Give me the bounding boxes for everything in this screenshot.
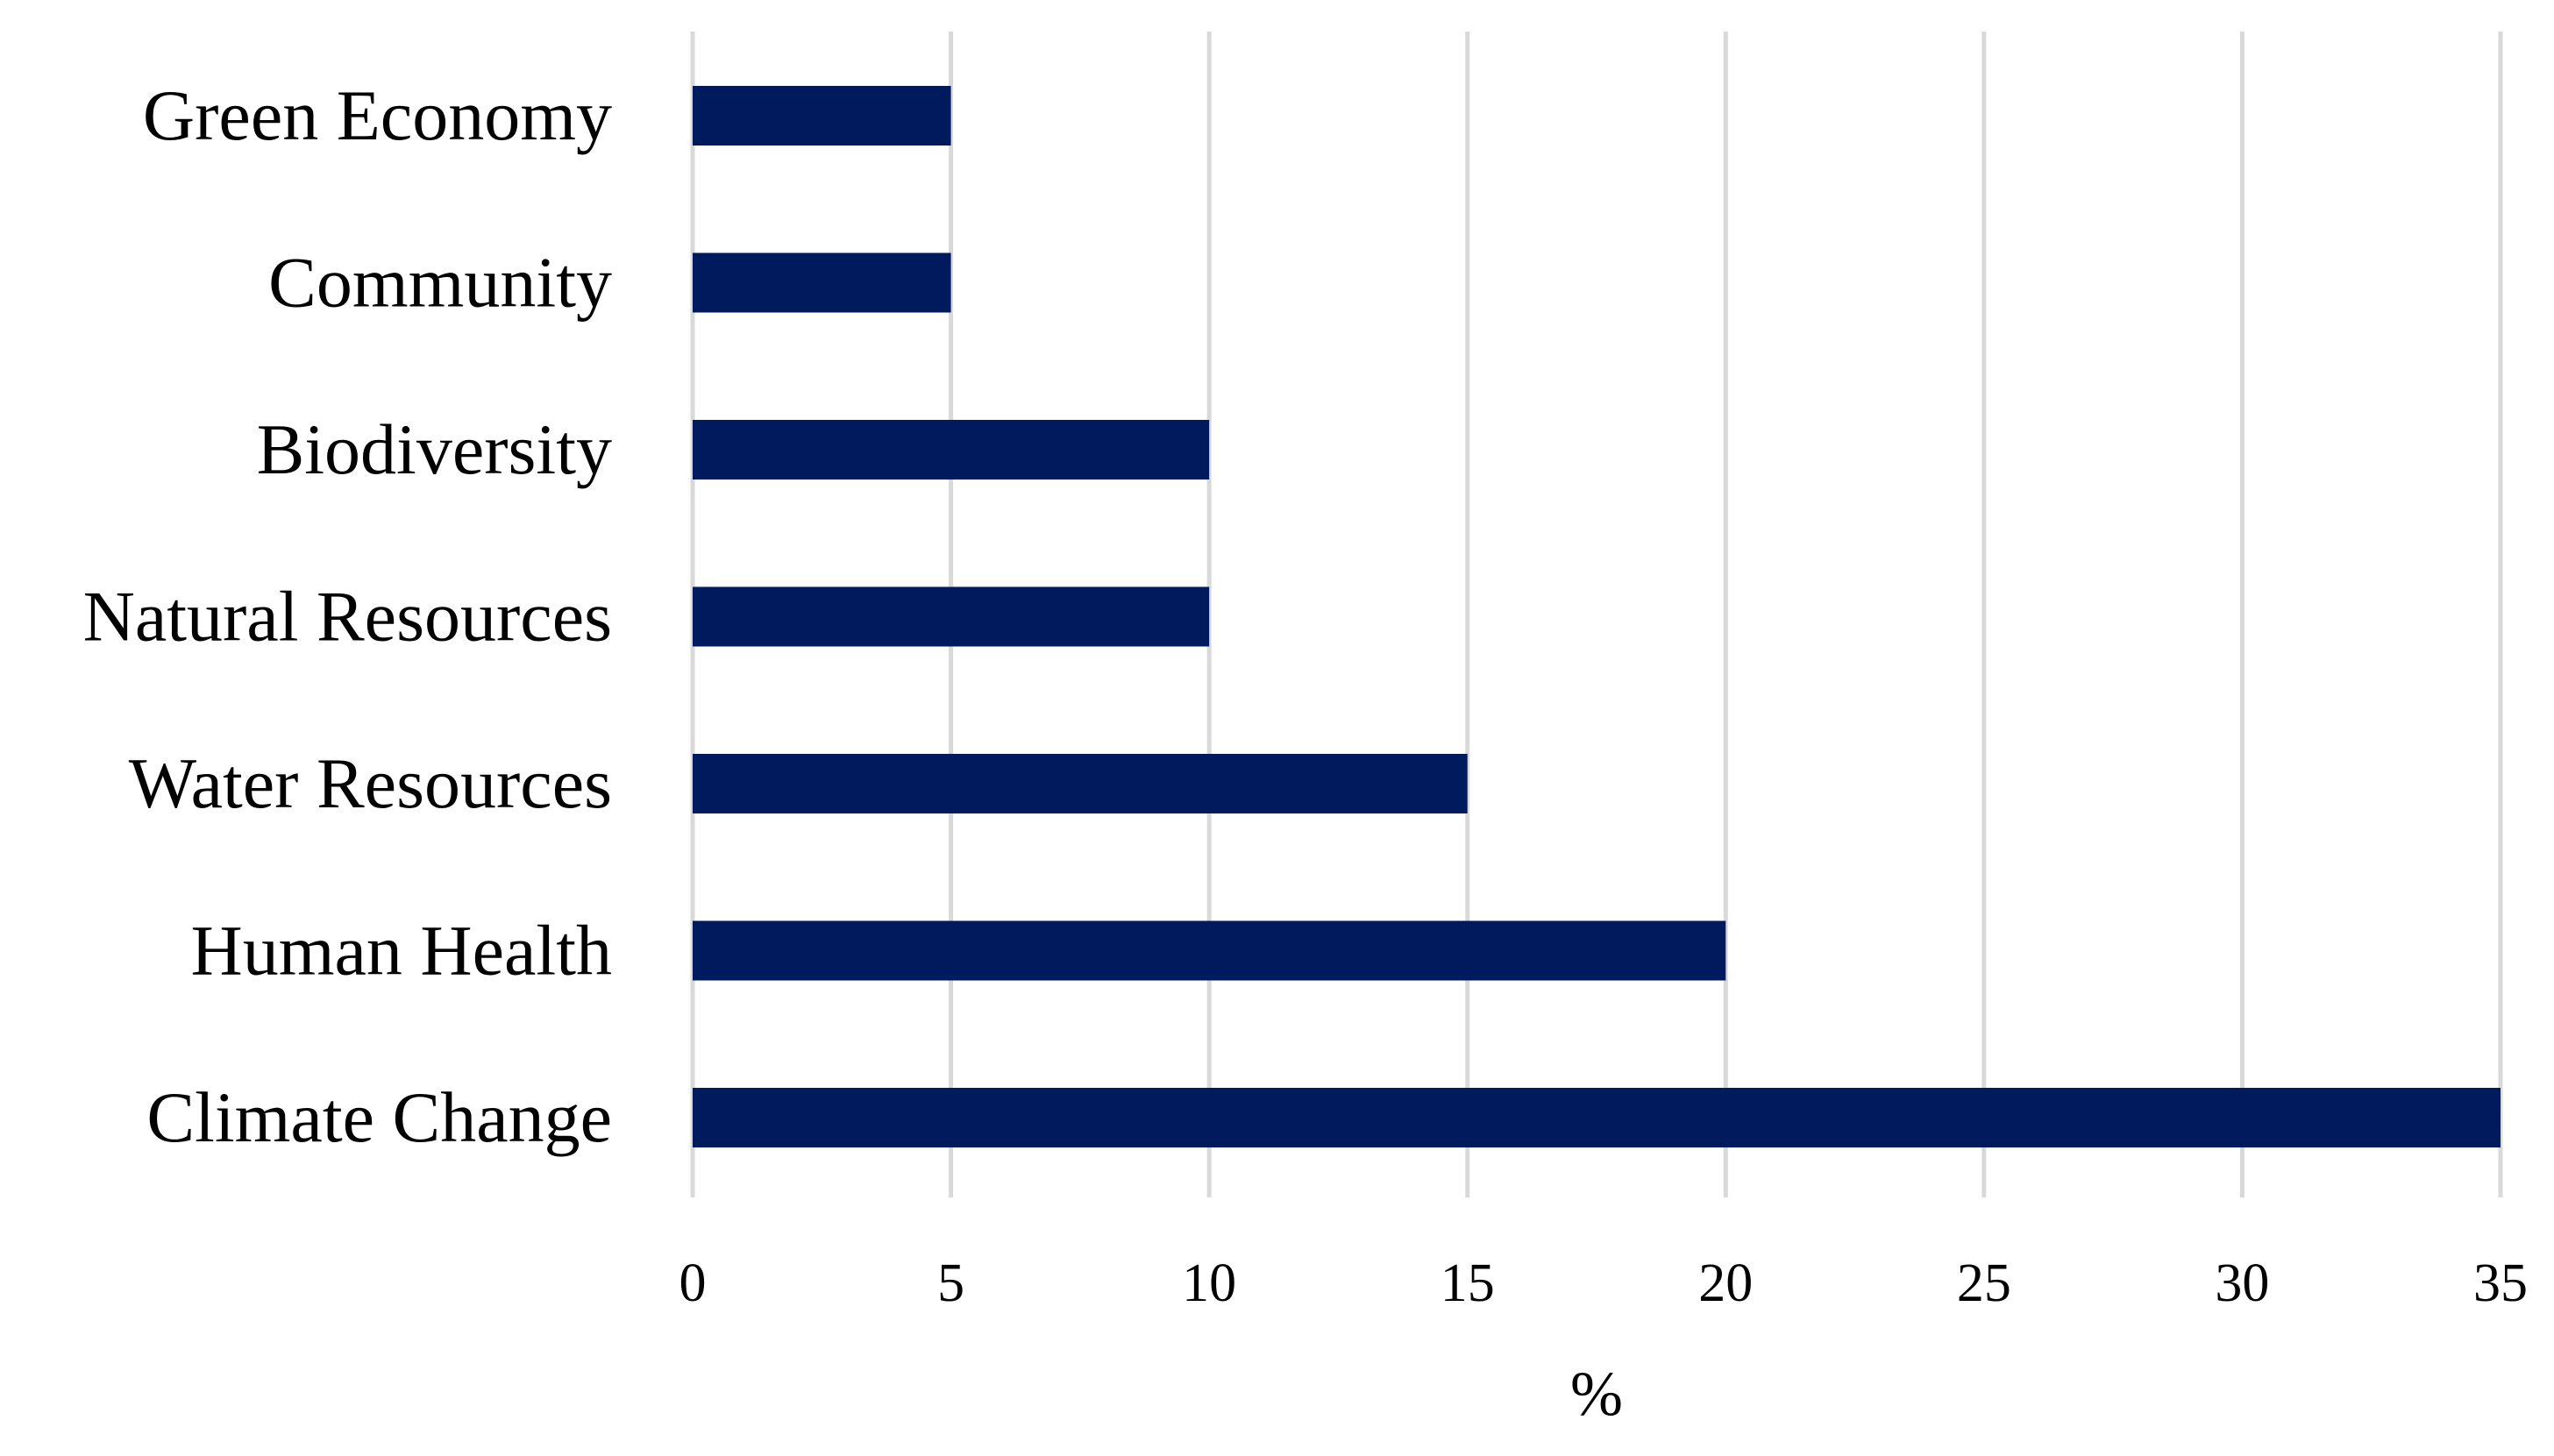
category-label-community: Community	[268, 243, 612, 323]
category-label-climate-change: Climate Change	[146, 1077, 612, 1157]
bar-natural-resources	[693, 586, 1210, 647]
x-axis-title: %	[1570, 1359, 1623, 1429]
category-label-water-resources: Water Resources	[129, 743, 612, 823]
bar-water-resources	[693, 754, 1468, 813]
category-label-human-health: Human Health	[191, 911, 612, 991]
x-tick-label-4: 20	[1698, 1254, 1753, 1313]
category-label-natural-resources: Natural Resources	[83, 577, 612, 657]
x-tick-labels: 0 5 10 15 20 25 30 35	[679, 1254, 2529, 1313]
x-tick-label-0: 0	[679, 1254, 707, 1313]
x-tick-label-6: 30	[2215, 1254, 2269, 1313]
x-tick-label-5: 25	[1957, 1254, 2011, 1313]
x-tick-label-1: 5	[937, 1254, 964, 1313]
x-tick-label-7: 35	[2473, 1254, 2528, 1313]
category-label-green-economy: Green Economy	[143, 75, 612, 155]
bar-human-health	[693, 920, 1726, 981]
bar-climate-change	[693, 1088, 2501, 1147]
bar-green-economy	[693, 86, 951, 146]
x-tick-label-3: 15	[1441, 1254, 1495, 1313]
bar-community	[693, 252, 951, 313]
bars	[693, 86, 2501, 1147]
category-label-biodiversity: Biodiversity	[257, 409, 612, 489]
bar-biodiversity	[693, 420, 1210, 479]
x-tick-label-2: 10	[1182, 1254, 1236, 1313]
category-labels: Green Economy Community Biodiversity Natura…	[83, 75, 612, 1157]
